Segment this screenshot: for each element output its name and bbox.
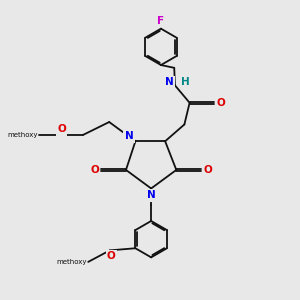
Text: N: N xyxy=(165,77,174,87)
Text: methoxy: methoxy xyxy=(56,259,87,265)
Text: N: N xyxy=(125,131,134,141)
Text: O: O xyxy=(90,165,99,175)
Text: O: O xyxy=(107,251,116,261)
Text: N: N xyxy=(148,190,156,200)
Text: methoxy: methoxy xyxy=(8,132,38,138)
Text: O: O xyxy=(203,165,212,175)
Text: O: O xyxy=(57,124,66,134)
Text: H: H xyxy=(181,77,190,87)
Text: O: O xyxy=(217,98,226,108)
Text: F: F xyxy=(158,16,164,26)
